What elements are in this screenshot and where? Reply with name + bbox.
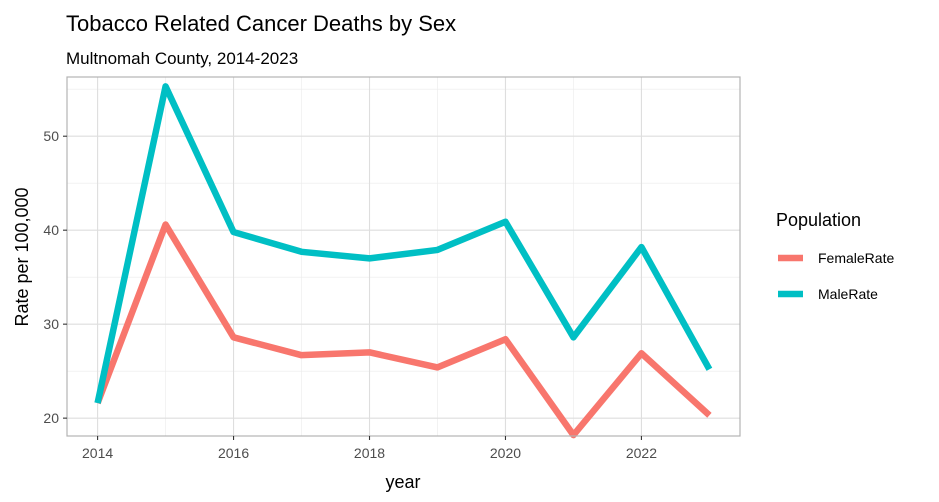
x-axis: 2014 2016 2018 2020 2022 [82,436,657,461]
x-tick-label: 2018 [354,445,385,461]
legend: Population FemaleRate MaleRate [776,210,894,302]
legend-title: Population [776,210,861,230]
minor-gridlines [67,77,740,436]
x-tick-label: 2014 [82,445,113,461]
chart-subtitle: Multnomah County, 2014-2023 [66,49,298,68]
y-tick-label: 20 [43,410,59,426]
chart-title: Tobacco Related Cancer Deaths by Sex [66,11,456,36]
y-tick-label: 30 [43,316,59,332]
y-tick-label: 40 [43,222,59,238]
y-axis-title: Rate per 100,000 [12,187,32,326]
x-axis-title: year [385,472,420,492]
x-tick-label: 2020 [490,445,521,461]
x-tick-label: 2022 [626,445,657,461]
series-lines [94,83,713,439]
y-tick-label: 50 [43,128,59,144]
series-line-malerate [94,83,713,404]
x-tick-label: 2016 [218,445,249,461]
series-line-femalerate [94,221,712,439]
y-axis: 20 30 40 50 [43,128,67,426]
plot-border [66,76,741,437]
legend-label-femalerate: FemaleRate [818,250,894,266]
legend-label-malerate: MaleRate [818,286,878,302]
